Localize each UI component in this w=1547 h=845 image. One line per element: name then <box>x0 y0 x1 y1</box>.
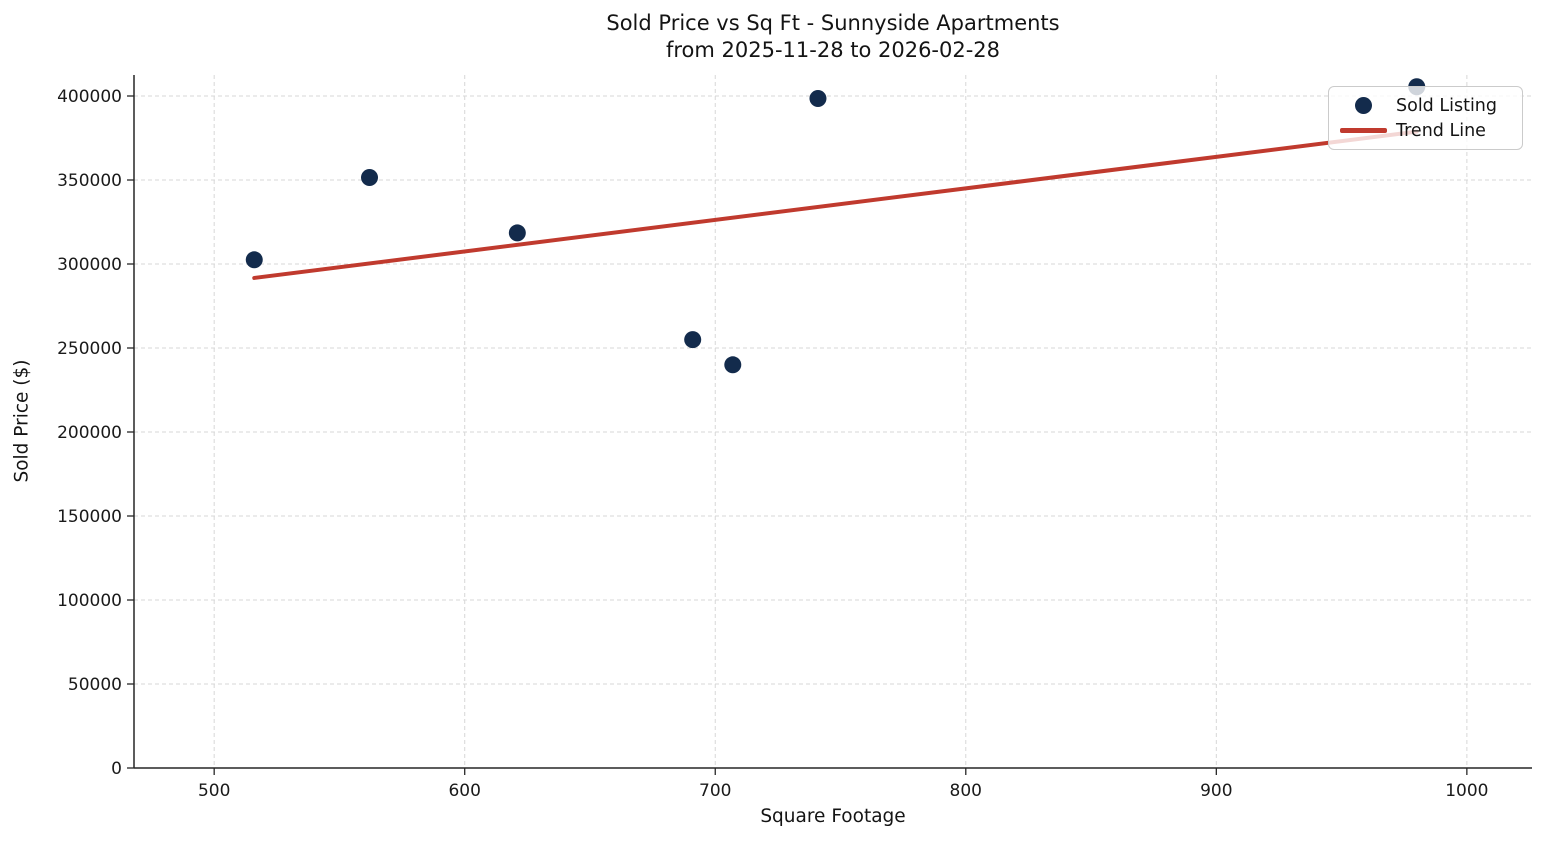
legend-label: Sold Listing <box>1396 95 1498 116</box>
data-point <box>684 331 702 349</box>
legend: Sold Listing Trend Line <box>1328 86 1523 150</box>
x-tick-label: 700 <box>699 781 731 801</box>
data-point <box>809 90 827 108</box>
y-tick-label: 350000 <box>57 171 122 191</box>
data-point <box>724 356 742 374</box>
scatter-dot-icon <box>1354 97 1372 114</box>
y-tick-label: 400000 <box>57 87 122 107</box>
x-tick-label: 1000 <box>1445 781 1488 801</box>
y-tick-label: 200000 <box>57 423 122 443</box>
x-tick-label: 500 <box>198 781 230 801</box>
legend-item-sold-listing: Sold Listing <box>1338 96 1512 116</box>
chart-title-line1: Sold Price vs Sq Ft - Sunnyside Apartmen… <box>606 11 1060 35</box>
y-axis-label: Sold Price ($) <box>11 359 33 483</box>
y-tick-label: 100000 <box>57 591 122 611</box>
x-tick-label: 900 <box>1200 781 1232 801</box>
y-tick-label: 300000 <box>57 255 122 275</box>
data-point <box>361 168 379 186</box>
x-axis-label: Square Footage <box>760 806 906 827</box>
y-tick-label: 50000 <box>68 675 122 695</box>
legend-item-trend-line: Trend Line <box>1338 121 1512 141</box>
y-tick-label: 150000 <box>57 507 122 527</box>
x-tick-label: 600 <box>448 781 480 801</box>
data-point <box>245 251 263 269</box>
trend-line-icon <box>1339 128 1387 133</box>
x-tick-label: 800 <box>950 781 982 801</box>
y-tick-label: 0 <box>111 759 122 779</box>
trend-line <box>252 129 1419 280</box>
legend-marker <box>1338 128 1388 133</box>
data-point <box>508 224 526 242</box>
y-tick-label: 250000 <box>57 339 122 359</box>
chart-title-line2: from 2025-11-28 to 2026-02-28 <box>665 38 1001 62</box>
legend-marker <box>1338 97 1388 114</box>
chart-title: Sold Price vs Sq Ft - Sunnyside Apartmen… <box>134 10 1532 64</box>
legend-label: Trend Line <box>1396 120 1486 141</box>
